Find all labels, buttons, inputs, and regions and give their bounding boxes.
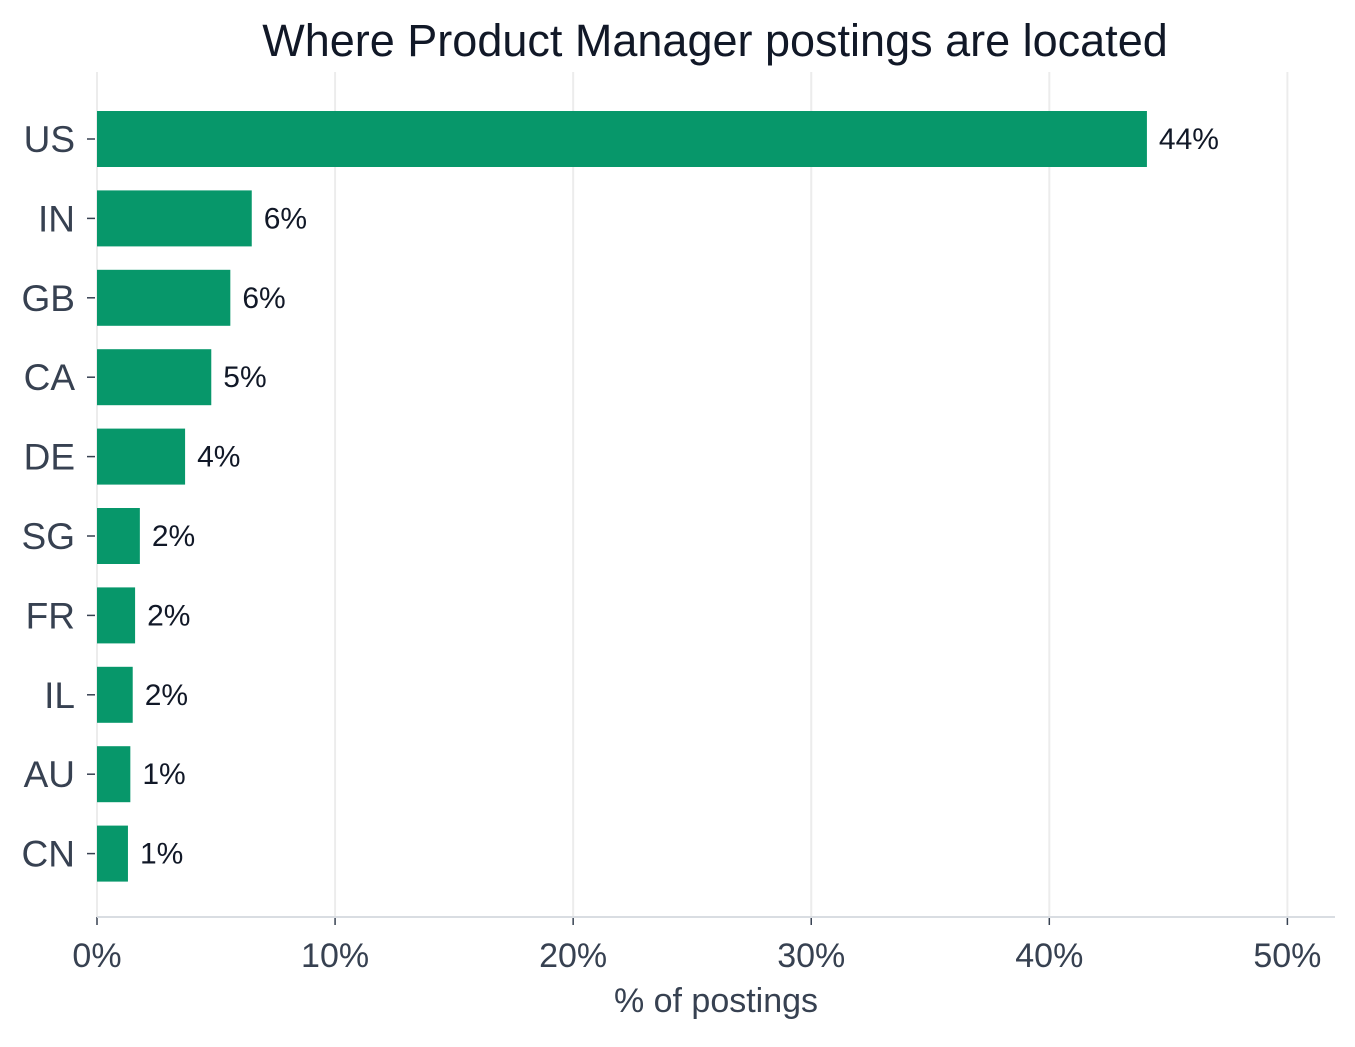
x-tick-label: 30% [777,937,845,975]
y-tick-label: CN [22,834,75,875]
bar-in [97,190,252,247]
bar-us [97,111,1147,167]
data-label: 2% [145,679,188,712]
y-tick-label: IN [38,198,75,239]
bar-ca [97,349,212,406]
data-label: 4% [197,441,240,474]
data-label: 1% [142,758,185,791]
data-label: 1% [140,838,183,871]
y-tick-label: GB [22,278,75,319]
bar-de [97,428,186,485]
data-label: 6% [242,282,285,315]
y-tick-label: IL [44,675,75,716]
x-tick-label: 0% [72,937,121,975]
bar-il [97,666,133,723]
bar-gb [97,269,231,326]
data-label: 2% [147,599,190,632]
y-tick-label: FR [26,595,75,636]
data-label: 5% [223,361,266,394]
x-tick-label: 10% [301,937,369,975]
chart-title: Where Product Manager postings are locat… [262,15,1168,66]
bar-cn [97,825,128,882]
x-tick-label: 20% [539,937,607,975]
x-axis-label: % of postings [614,982,818,1020]
bar-sg [97,508,140,564]
y-tick-label: DE [24,437,75,478]
data-label: 2% [152,520,195,553]
y-tick-label: SG [22,516,75,557]
y-tick-label: US [24,119,75,160]
gridlines [96,72,1289,917]
bar-fr [97,587,136,644]
y-tick-label: AU [24,754,75,795]
axes: 0% 10% 20% 30% 40% 50% US IN GB CA DE SG FR IL AU CN [22,119,1335,975]
x-tick-label: 40% [1015,937,1083,975]
x-tick-label: 50% [1253,937,1321,975]
bar-au [97,746,131,803]
bars [97,111,1147,882]
data-label: 44% [1159,123,1219,156]
data-labels: 44% 6% 6% 5% 4% 2% 2% 2% 1% 1% [140,123,1219,871]
data-label: 6% [264,202,307,235]
y-tick-label: CA [24,357,76,398]
